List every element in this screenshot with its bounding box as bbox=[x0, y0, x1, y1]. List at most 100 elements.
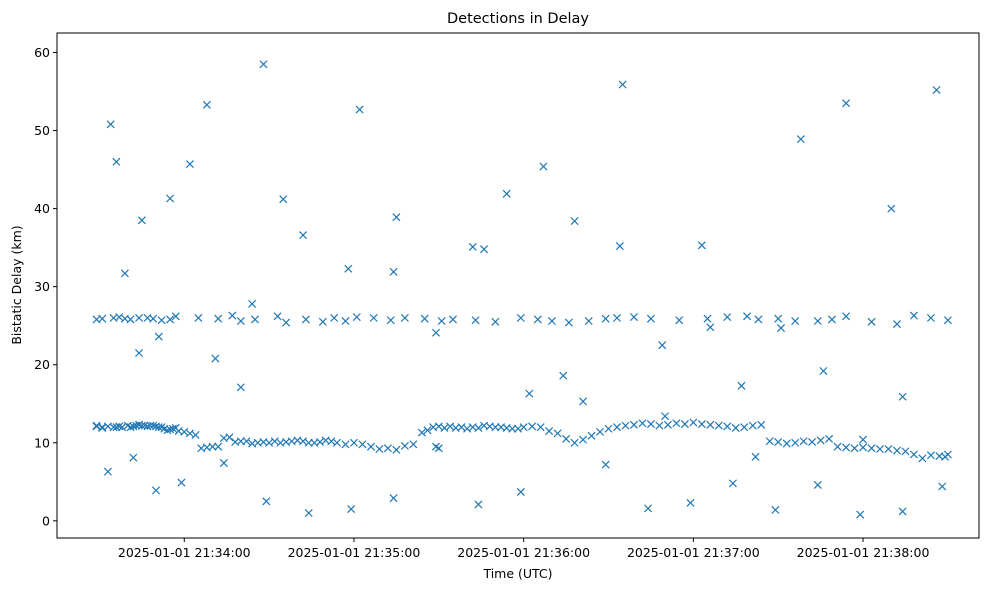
data-point bbox=[248, 299, 257, 308]
data-point bbox=[918, 454, 927, 463]
data-point bbox=[516, 313, 525, 322]
data-point bbox=[409, 440, 418, 449]
data-point bbox=[740, 423, 749, 432]
data-point bbox=[672, 419, 681, 428]
data-point bbox=[118, 423, 127, 432]
data-point bbox=[115, 313, 124, 322]
data-point bbox=[301, 315, 310, 324]
data-point bbox=[383, 444, 392, 453]
data-point bbox=[202, 100, 211, 109]
data-point bbox=[417, 428, 426, 437]
data-point bbox=[355, 105, 364, 114]
data-point bbox=[400, 313, 409, 322]
data-point bbox=[706, 323, 715, 332]
data-point bbox=[646, 420, 655, 429]
data-point bbox=[706, 420, 715, 429]
data-point bbox=[536, 423, 545, 432]
data-point bbox=[771, 505, 780, 514]
data-point bbox=[344, 264, 353, 273]
data-point bbox=[943, 316, 952, 325]
data-point bbox=[686, 498, 695, 507]
data-point bbox=[112, 423, 121, 432]
data-point bbox=[570, 438, 579, 447]
data-point bbox=[115, 422, 124, 431]
data-point bbox=[819, 366, 828, 375]
data-point bbox=[661, 412, 670, 421]
data-point bbox=[516, 487, 525, 496]
data-point bbox=[644, 504, 653, 513]
data-point bbox=[166, 425, 175, 434]
data-point bbox=[228, 311, 237, 320]
data-point bbox=[400, 441, 409, 450]
data-point bbox=[140, 421, 149, 430]
data-point bbox=[191, 430, 200, 439]
data-point bbox=[129, 453, 138, 462]
data-point bbox=[604, 424, 613, 433]
data-point bbox=[316, 437, 325, 447]
data-point bbox=[875, 444, 885, 454]
data-point bbox=[859, 435, 868, 444]
data-point bbox=[149, 421, 158, 430]
data-point bbox=[440, 423, 449, 432]
data-point bbox=[675, 316, 684, 325]
data-point bbox=[926, 451, 935, 460]
data-point bbox=[564, 318, 573, 327]
data-point bbox=[714, 421, 723, 430]
data-point bbox=[777, 324, 786, 333]
data-point bbox=[137, 216, 146, 225]
data-point bbox=[318, 317, 327, 326]
data-point bbox=[423, 426, 432, 435]
data-point bbox=[884, 444, 893, 454]
data-point bbox=[431, 442, 441, 451]
data-point bbox=[774, 437, 783, 447]
data-point bbox=[618, 80, 627, 89]
data-point bbox=[185, 160, 194, 169]
data-point bbox=[774, 314, 783, 323]
data-point bbox=[279, 195, 288, 204]
data-point bbox=[502, 189, 511, 198]
data-point bbox=[612, 313, 622, 322]
data-point bbox=[697, 420, 706, 429]
data-point bbox=[808, 437, 817, 447]
x-axis-label: Time (UTC) bbox=[482, 566, 552, 581]
data-point bbox=[932, 85, 941, 95]
data-point bbox=[446, 422, 455, 431]
data-point bbox=[737, 381, 746, 390]
data-point bbox=[448, 315, 457, 324]
data-point bbox=[856, 510, 865, 519]
data-point bbox=[508, 424, 517, 433]
data-point bbox=[154, 423, 163, 432]
data-point bbox=[743, 312, 752, 321]
data-point bbox=[816, 436, 825, 445]
data-point bbox=[748, 421, 757, 430]
data-point bbox=[92, 421, 101, 430]
data-point bbox=[180, 427, 189, 436]
data-point bbox=[545, 427, 554, 436]
data-point bbox=[765, 437, 774, 446]
data-point bbox=[242, 437, 251, 446]
data-point bbox=[457, 423, 466, 432]
data-point bbox=[842, 99, 851, 108]
data-point bbox=[892, 446, 902, 455]
data-point bbox=[236, 437, 245, 446]
data-point bbox=[731, 423, 740, 432]
data-point bbox=[813, 316, 822, 326]
data-point bbox=[813, 480, 822, 489]
data-point bbox=[112, 157, 121, 166]
data-point bbox=[236, 383, 245, 392]
data-point bbox=[728, 479, 737, 488]
data-point bbox=[386, 316, 395, 325]
data-point bbox=[366, 442, 375, 451]
data-point bbox=[120, 269, 129, 278]
data-point bbox=[341, 316, 350, 326]
data-point bbox=[166, 194, 175, 203]
data-point bbox=[177, 478, 186, 487]
data-point bbox=[219, 459, 228, 468]
data-point bbox=[480, 245, 489, 254]
data-point bbox=[887, 204, 896, 213]
data-point bbox=[282, 318, 291, 327]
data-point bbox=[103, 467, 112, 476]
data-point bbox=[689, 418, 698, 427]
data-point bbox=[827, 315, 836, 324]
